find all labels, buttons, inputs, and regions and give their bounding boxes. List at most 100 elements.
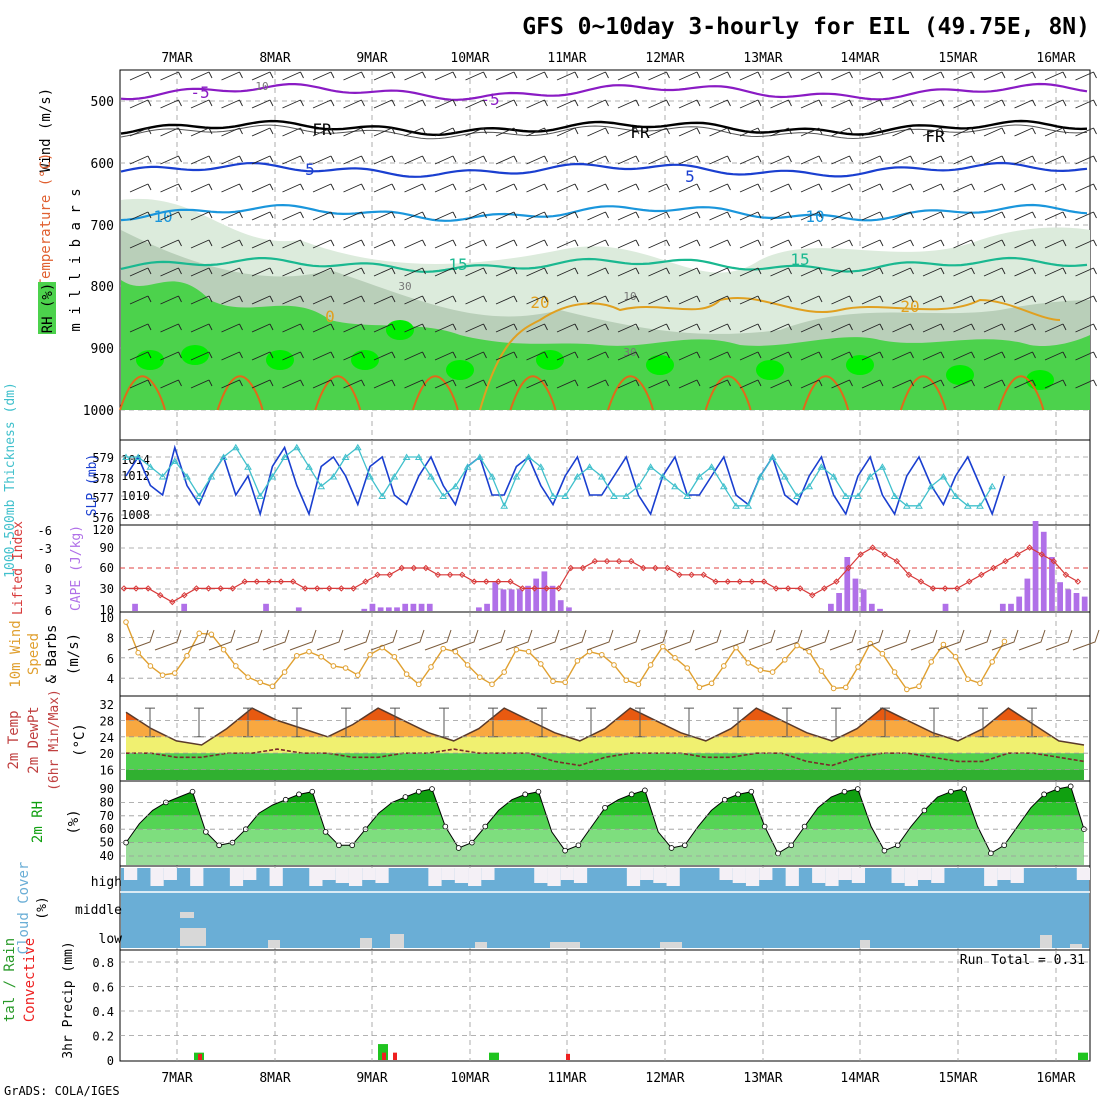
lifted-point xyxy=(181,591,188,599)
wind-speed-point xyxy=(416,681,422,688)
wind-barb xyxy=(404,379,426,389)
wind-barb xyxy=(953,183,975,193)
lifted-point xyxy=(881,551,888,558)
wind-speed-point xyxy=(757,667,764,673)
wind-barb xyxy=(1014,99,1036,109)
top-date-label: 11MAR xyxy=(547,51,586,66)
lifted-point xyxy=(289,578,297,585)
high-cloud-gap xyxy=(243,868,257,880)
thickness-point xyxy=(366,473,374,480)
surface-wind-barb xyxy=(640,629,668,651)
top-date-label: 15MAR xyxy=(938,51,977,66)
cape-bar xyxy=(1073,593,1080,611)
wind-barb xyxy=(1044,155,1067,165)
rh-band-fill xyxy=(126,842,1084,865)
temp-tick: 28 xyxy=(100,714,114,728)
wind-barb xyxy=(770,155,792,165)
temperature-contour xyxy=(120,119,1088,136)
contour-label: FR xyxy=(312,120,332,139)
wind-barb xyxy=(1075,211,1097,221)
wind-speed-point xyxy=(940,641,947,648)
wind-speed-point xyxy=(135,649,141,656)
slp-ylabel-thickness: 1000-500mb Thickness (dm) xyxy=(3,382,18,578)
wind-speed-point xyxy=(147,663,154,669)
wind-barb xyxy=(709,351,731,361)
wind-barb xyxy=(1075,99,1097,109)
wind-barb xyxy=(312,99,335,109)
surface-wind-barb xyxy=(559,629,587,651)
wind-speed-point xyxy=(721,663,727,669)
wind-barb xyxy=(1014,127,1036,137)
wind-tick: 6 xyxy=(107,652,114,666)
thickness-point xyxy=(231,443,240,451)
wind-barb xyxy=(556,71,579,81)
rh-point xyxy=(535,788,542,795)
wind-barb xyxy=(434,155,457,165)
wind-barb xyxy=(221,155,243,165)
wind-barb xyxy=(831,127,853,137)
rh-point xyxy=(1041,791,1047,798)
wind-barb xyxy=(465,183,487,193)
wind-barb xyxy=(343,99,365,109)
thickness-point xyxy=(524,453,533,460)
wind-barb xyxy=(922,295,945,305)
thickness-point xyxy=(549,492,557,499)
surface-wind-barb xyxy=(127,629,155,651)
wind-barb xyxy=(800,211,823,221)
thickness-point xyxy=(768,453,777,460)
lifted-point xyxy=(434,571,442,579)
precip-tick: 0.8 xyxy=(92,956,114,970)
lifted-point xyxy=(640,564,647,572)
wind-speed-point xyxy=(294,652,300,659)
wind-barb xyxy=(861,351,884,361)
thickness-point xyxy=(536,463,545,470)
wind-barb xyxy=(739,211,762,221)
wind-barb xyxy=(190,351,213,361)
thickness-point xyxy=(427,473,435,480)
surface-wind-barb xyxy=(262,629,290,651)
wind-barb xyxy=(922,99,945,109)
wind-barb xyxy=(190,211,213,221)
wind-speed-point xyxy=(501,669,508,675)
wind-barb xyxy=(739,379,762,389)
contour-label: FR xyxy=(630,123,650,142)
wind-barb xyxy=(373,379,396,389)
convective-precip-bar xyxy=(382,1052,386,1060)
temp-tick: 24 xyxy=(100,731,114,745)
rh-tick: 60 xyxy=(100,822,114,836)
thickness-point xyxy=(244,463,252,470)
lifted-tick: -6 xyxy=(38,524,52,538)
thickness-point xyxy=(622,492,631,499)
rh-band-fill xyxy=(126,829,1084,843)
wind-speed-point xyxy=(489,681,495,688)
wind-barb xyxy=(709,127,731,137)
wind-barb xyxy=(373,239,396,249)
cape-bar xyxy=(1049,557,1055,611)
lifted-point xyxy=(1062,571,1070,579)
thickness-tick: 579 xyxy=(92,451,114,465)
rh-point xyxy=(855,786,861,792)
wind-barb xyxy=(434,99,457,109)
surface-wind-barb xyxy=(694,629,722,651)
wind-barb xyxy=(587,267,609,277)
cape-lifted-panel xyxy=(119,521,1091,613)
wind-barb xyxy=(312,155,335,165)
contour-label: 20 xyxy=(530,293,549,312)
surface-wind-barb xyxy=(829,629,857,651)
total-precip-bar xyxy=(378,1044,388,1060)
wind-speed-point xyxy=(635,681,642,688)
lifted-point xyxy=(627,557,635,565)
wind-barb xyxy=(678,379,701,389)
lifted-point xyxy=(386,571,393,579)
rh-tick: 70 xyxy=(100,809,114,823)
cape-bar xyxy=(836,593,842,611)
lifted-point xyxy=(1050,557,1057,565)
lifted-point xyxy=(929,585,937,592)
lifted-point xyxy=(591,557,599,565)
wind-tick: 4 xyxy=(107,672,114,686)
wind-ylabel-2: Speed xyxy=(26,633,42,675)
wind-barb xyxy=(221,99,243,109)
lifted-point xyxy=(422,564,430,572)
thickness-point xyxy=(280,453,289,460)
high-cloud-gap xyxy=(534,868,548,883)
